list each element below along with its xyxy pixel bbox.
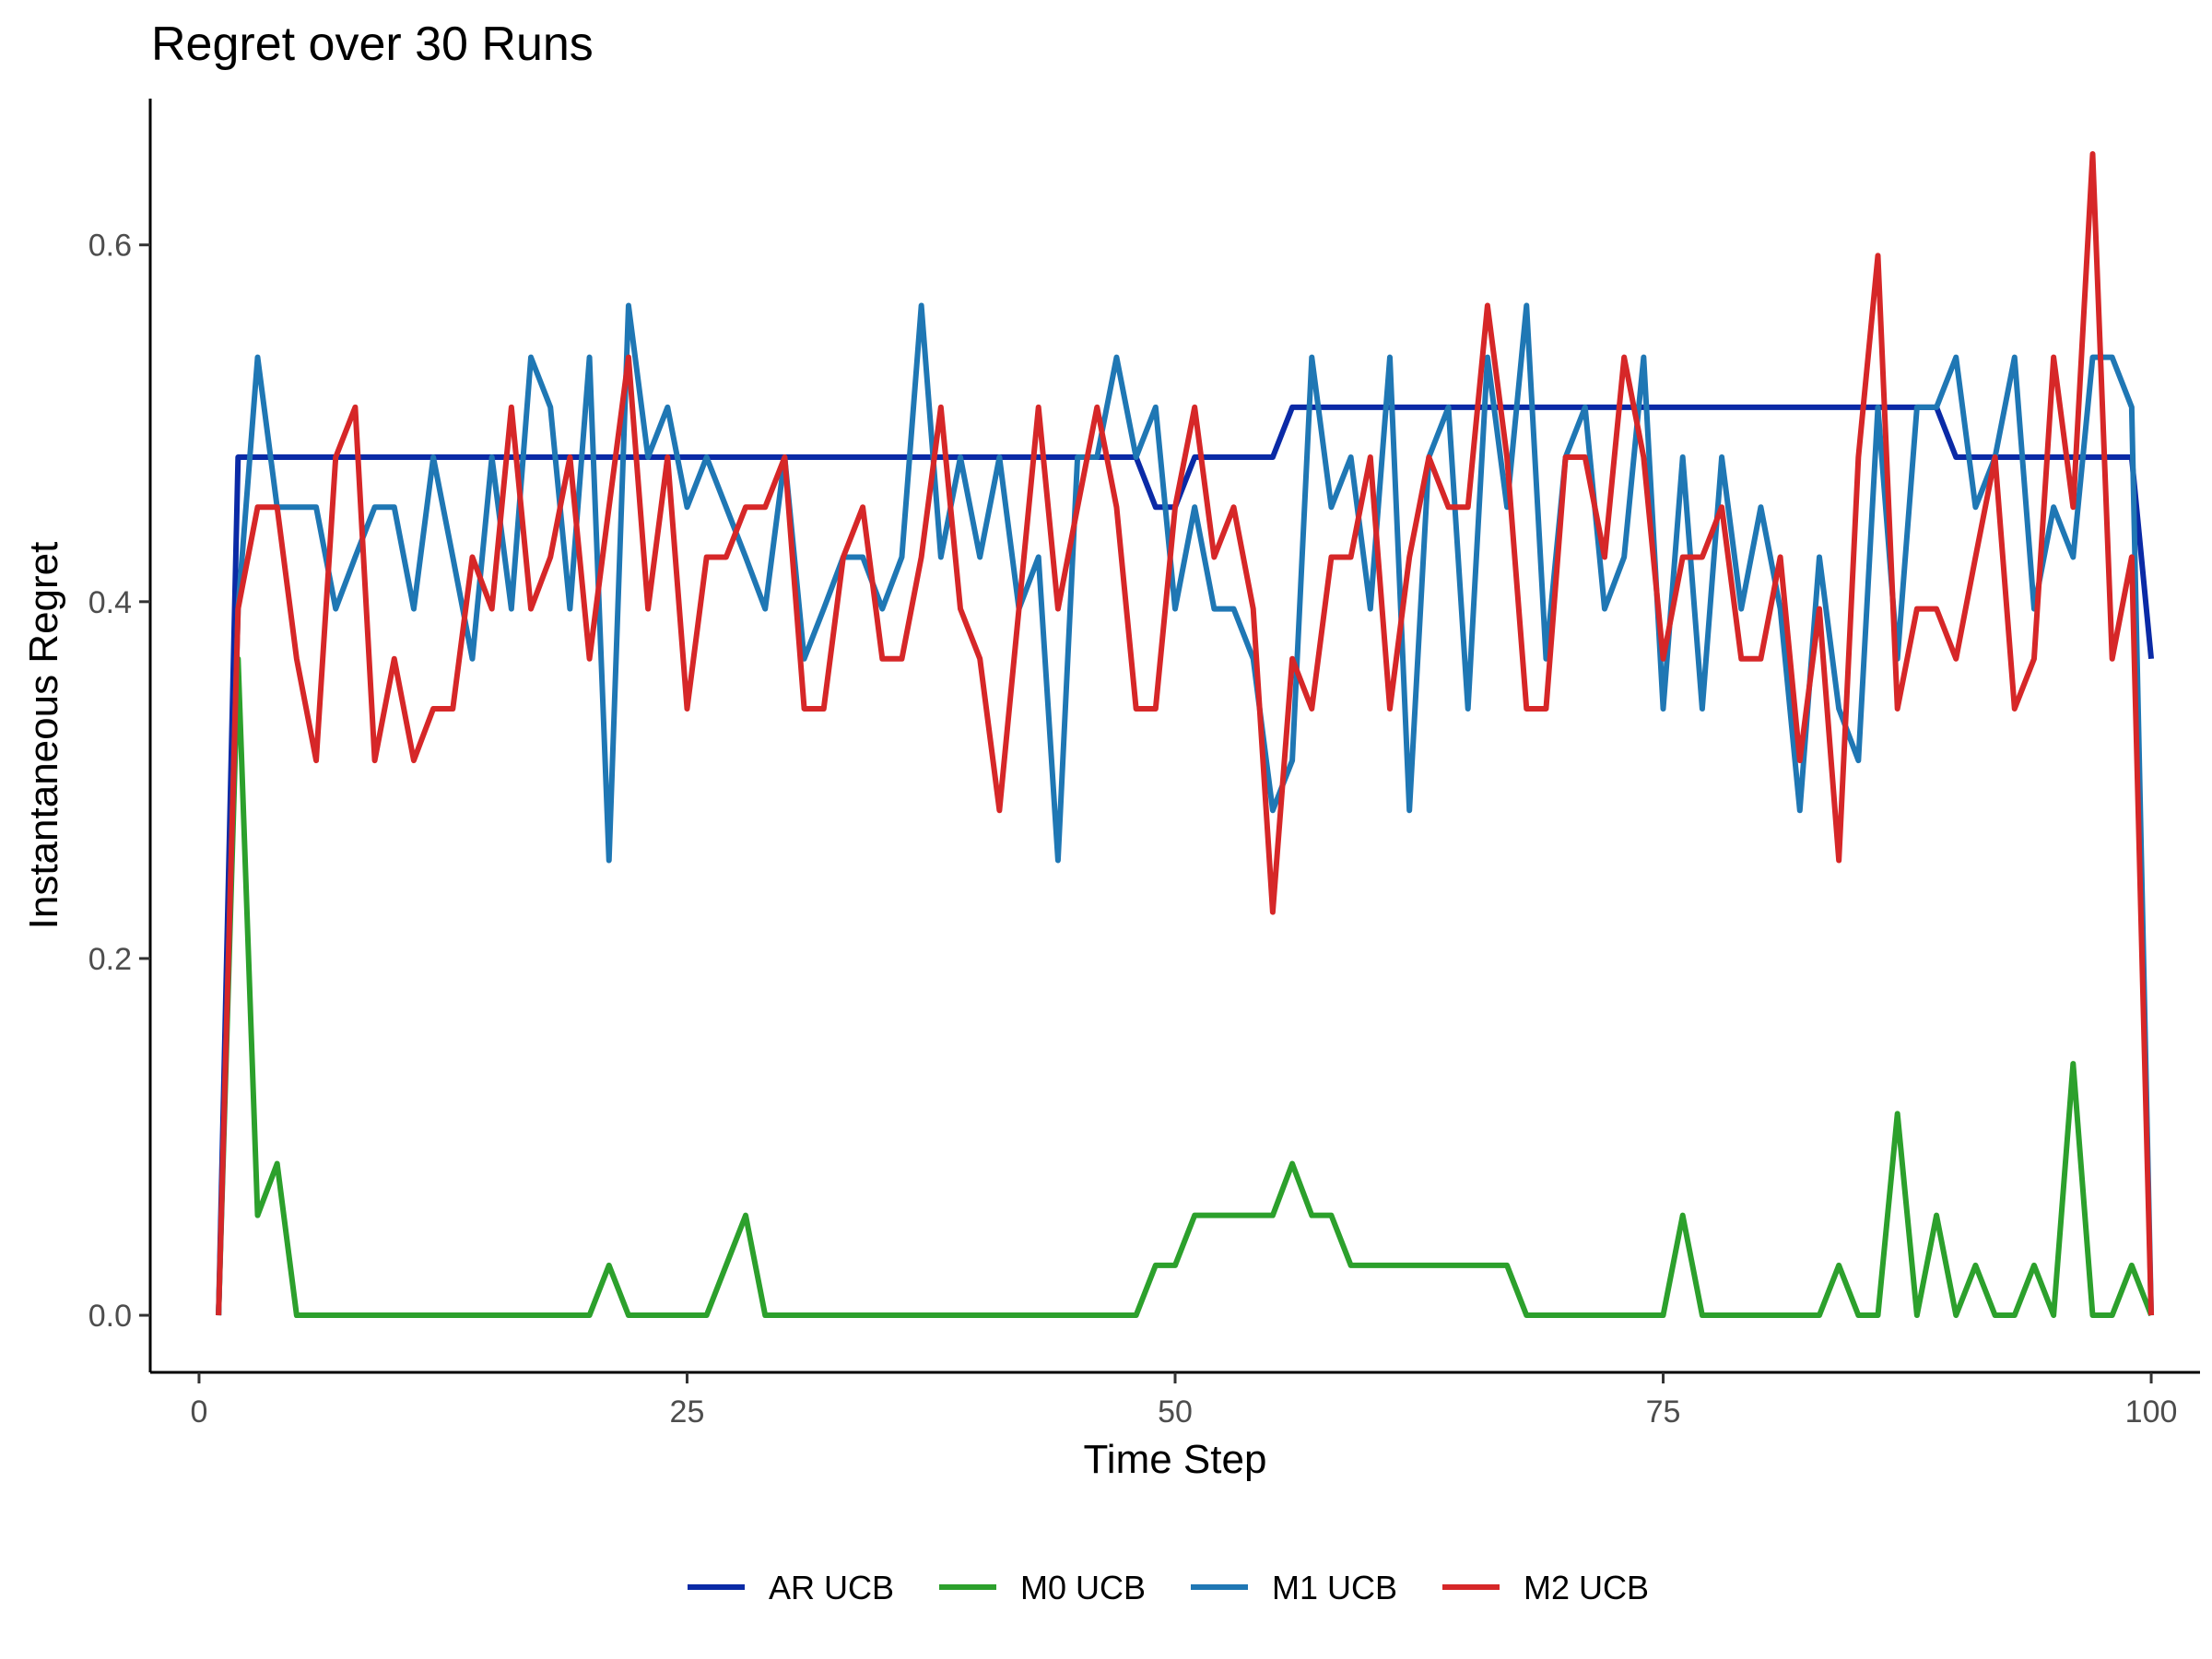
chart-title: Regret over 30 Runs [151, 18, 594, 71]
y-axis-ticks: 0.0 0.2 0.4 0.6 [88, 229, 150, 1334]
x-tick-label: 50 [1158, 1394, 1193, 1430]
series-line-m0-ucb [216, 655, 2154, 1319]
y-tick-label: 0.0 [88, 1299, 132, 1334]
series-line-m2-ucb [216, 151, 2155, 1316]
series-line-m1-ucb [216, 302, 2155, 1316]
y-tick-label: 0.4 [88, 585, 132, 620]
legend-label-ar-ucb: AR UCB [769, 1569, 894, 1606]
series-line-ar-ucb [216, 404, 2155, 1316]
x-tick-label: 100 [2125, 1394, 2178, 1430]
legend-label-m1-ucb: M1 UCB [1272, 1569, 1397, 1606]
legend: AR UCB M0 UCB M1 UCB M2 UCB [688, 1569, 1649, 1606]
y-tick-label: 0.2 [88, 942, 132, 977]
x-tick-label: 0 [190, 1394, 207, 1430]
x-axis-ticks: 0 25 50 75 100 [190, 1372, 2177, 1430]
x-axis-label: Time Step [1084, 1437, 1267, 1482]
plot-area [216, 151, 2155, 1319]
y-axis-label: Instantaneous Regret [21, 542, 66, 930]
x-tick-label: 75 [1646, 1394, 1681, 1430]
legend-label-m2-ucb: M2 UCB [1524, 1569, 1649, 1606]
legend-label-m0-ucb: M0 UCB [1020, 1569, 1146, 1606]
series-layer [216, 151, 2155, 1319]
x-tick-label: 25 [670, 1394, 705, 1430]
y-tick-label: 0.6 [88, 229, 132, 264]
